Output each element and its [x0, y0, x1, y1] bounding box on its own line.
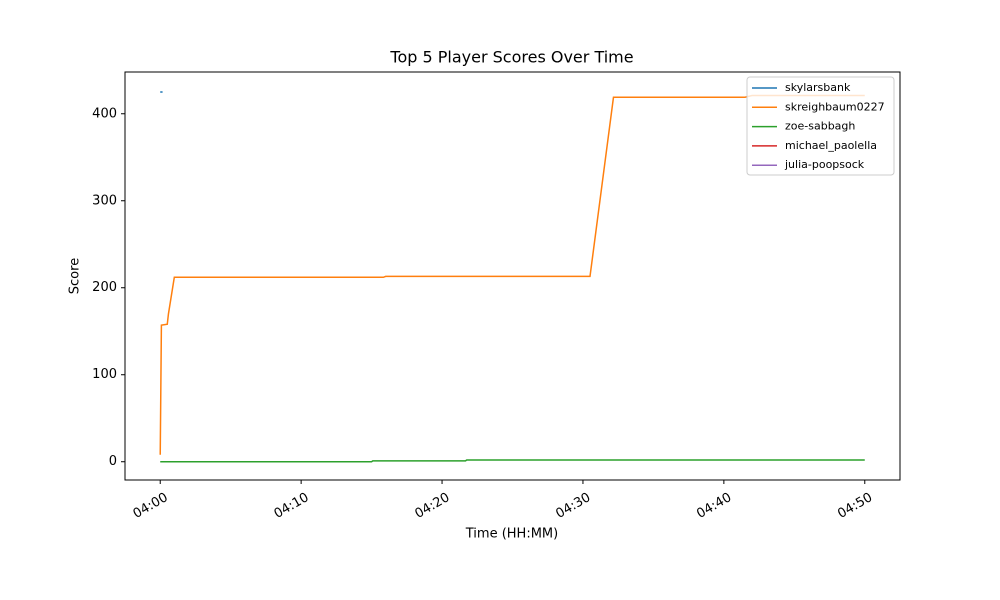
y-tick-label: 400 — [92, 106, 117, 121]
legend-label: michael_paolella — [785, 139, 877, 152]
y-tick-label: 300 — [92, 193, 117, 208]
legend-label: zoe-sabbagh — [785, 120, 855, 133]
x-axis-label: Time (HH:MM) — [465, 527, 558, 542]
y-tick-label: 0 — [109, 454, 117, 469]
y-tick-label: 200 — [92, 280, 117, 295]
legend-box — [746, 76, 895, 176]
series-line — [160, 459, 865, 463]
y-tick-label: 100 — [92, 367, 117, 382]
y-axis-label: Score — [68, 258, 83, 294]
legend-label: julia-poopsock — [784, 158, 865, 171]
plot-frame — [124, 71, 901, 481]
legend-label: skreighbaum0227 — [785, 100, 885, 113]
series-line — [159, 94, 865, 455]
chart-title: Top 5 Player Scores Over Time — [389, 48, 633, 67]
legend: skylarsbank skreighbaum0227 zoe-sabbagh mic… — [746, 76, 895, 176]
legend-label: skylarsbank — [785, 81, 851, 94]
